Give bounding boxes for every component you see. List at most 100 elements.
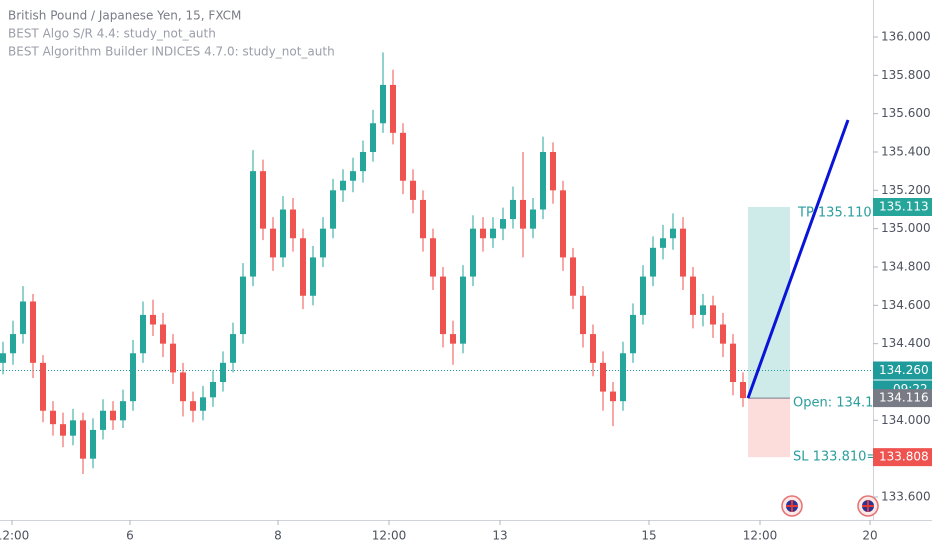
indicator-label: BEST Algorithm Builder INDICES 4.7.0: st… (8, 45, 335, 59)
y-tick-label: 134.400 (881, 336, 931, 350)
candle-body (450, 334, 456, 344)
x-tick-label: 12:00 (0, 529, 29, 543)
x-tick-label: 20 (862, 529, 877, 543)
trend-line (746, 119, 850, 399)
candle-body (50, 410, 56, 425)
candle-body (300, 238, 306, 296)
price-label-bg (873, 389, 932, 408)
candle-body (110, 410, 116, 421)
candle-body (460, 276, 466, 344)
candle-body (10, 334, 16, 354)
candle-body (350, 171, 356, 181)
chart-title: British Pound / Japanese Yen, 15, FXCM (8, 9, 241, 23)
candle-body (490, 228, 496, 239)
candle-body (500, 219, 506, 229)
price-label: 134.260 (879, 363, 929, 377)
candle-body (290, 209, 296, 239)
candle-body (280, 209, 286, 258)
candle-body (410, 180, 416, 200)
x-tick-label: 15 (641, 529, 656, 543)
candle-body (250, 171, 256, 277)
candle-body (580, 295, 586, 335)
candle-body (420, 199, 426, 239)
x-tick-label: 12:00 (372, 529, 407, 543)
candle-body (620, 353, 626, 402)
candle-body (400, 132, 406, 181)
candle-body (730, 343, 736, 382)
candle-body (610, 391, 616, 402)
stop-loss-zone (748, 398, 790, 458)
y-tick-label: 134.800 (881, 259, 931, 273)
candle-body (560, 190, 566, 258)
candle-body (240, 276, 246, 335)
candle-body (370, 123, 376, 152)
y-tick-label: 134.000 (881, 413, 931, 427)
candle-body (210, 381, 216, 398)
y-tick-label: 135.800 (881, 68, 931, 82)
y-tick-label: 135.200 (881, 183, 931, 197)
candle-body (360, 151, 366, 172)
candle-body (310, 257, 316, 296)
candle-body (160, 324, 166, 344)
candle-body (700, 305, 706, 315)
candle-body (320, 228, 326, 258)
candle-body (20, 301, 26, 335)
price-label-bg (873, 361, 932, 380)
candle-body (720, 324, 726, 344)
y-tick-label: 135.400 (881, 144, 931, 158)
take-profit-label: TP 135.110= (797, 206, 883, 221)
price-label: 133.808 (879, 450, 929, 464)
candle-body (30, 301, 36, 363)
candle-body (150, 314, 156, 325)
entry-label: Open: 134.11 (793, 396, 882, 411)
candle-body (120, 401, 126, 421)
candle-body (330, 190, 336, 229)
candle-body (380, 84, 386, 124)
x-tick-label: 12:00 (743, 529, 778, 543)
candle-body (570, 257, 576, 296)
candle-body (170, 343, 176, 373)
candle-body (520, 199, 526, 229)
candle-body (260, 171, 266, 229)
price-label-bg (873, 198, 932, 217)
candle-body (40, 362, 46, 411)
y-tick-label: 134.600 (881, 298, 931, 312)
candle-body (340, 180, 346, 191)
x-tick-label: 13 (492, 529, 507, 543)
candle-body (530, 209, 536, 229)
candle-body (470, 228, 476, 277)
candle-body (650, 247, 656, 277)
candle-body (230, 334, 236, 363)
flag-marker[interactable] (781, 495, 803, 517)
candle-body (440, 276, 446, 335)
candle-body (190, 401, 196, 411)
candle-body (140, 314, 146, 354)
candle-body (550, 151, 556, 191)
candle-body (180, 372, 186, 402)
candle-body (270, 228, 276, 258)
candle-body (590, 334, 596, 363)
candle-body (680, 228, 686, 277)
candle-body (130, 353, 136, 402)
candle-body (0, 353, 6, 363)
candle-body (200, 397, 206, 411)
candle-body (740, 381, 746, 399)
y-tick-label: 136.000 (881, 29, 931, 43)
x-tick-label: 8 (274, 529, 282, 543)
candle-body (80, 420, 86, 459)
price-label: 135.113 (879, 200, 929, 214)
candle-body (540, 151, 546, 210)
candle-body (510, 199, 516, 220)
x-tick-label: 6 (126, 529, 134, 543)
candle-body (690, 276, 696, 315)
indicator-label: BEST Algo S/R 4.4: study_not_auth (8, 27, 216, 41)
candle-body (600, 362, 606, 392)
y-tick-label: 135.600 (881, 106, 931, 120)
price-label: 134.116 (879, 391, 929, 405)
flag-marker[interactable] (857, 495, 879, 517)
candle-body (220, 362, 226, 382)
candle-body (90, 429, 96, 459)
candle-body (70, 420, 76, 436)
